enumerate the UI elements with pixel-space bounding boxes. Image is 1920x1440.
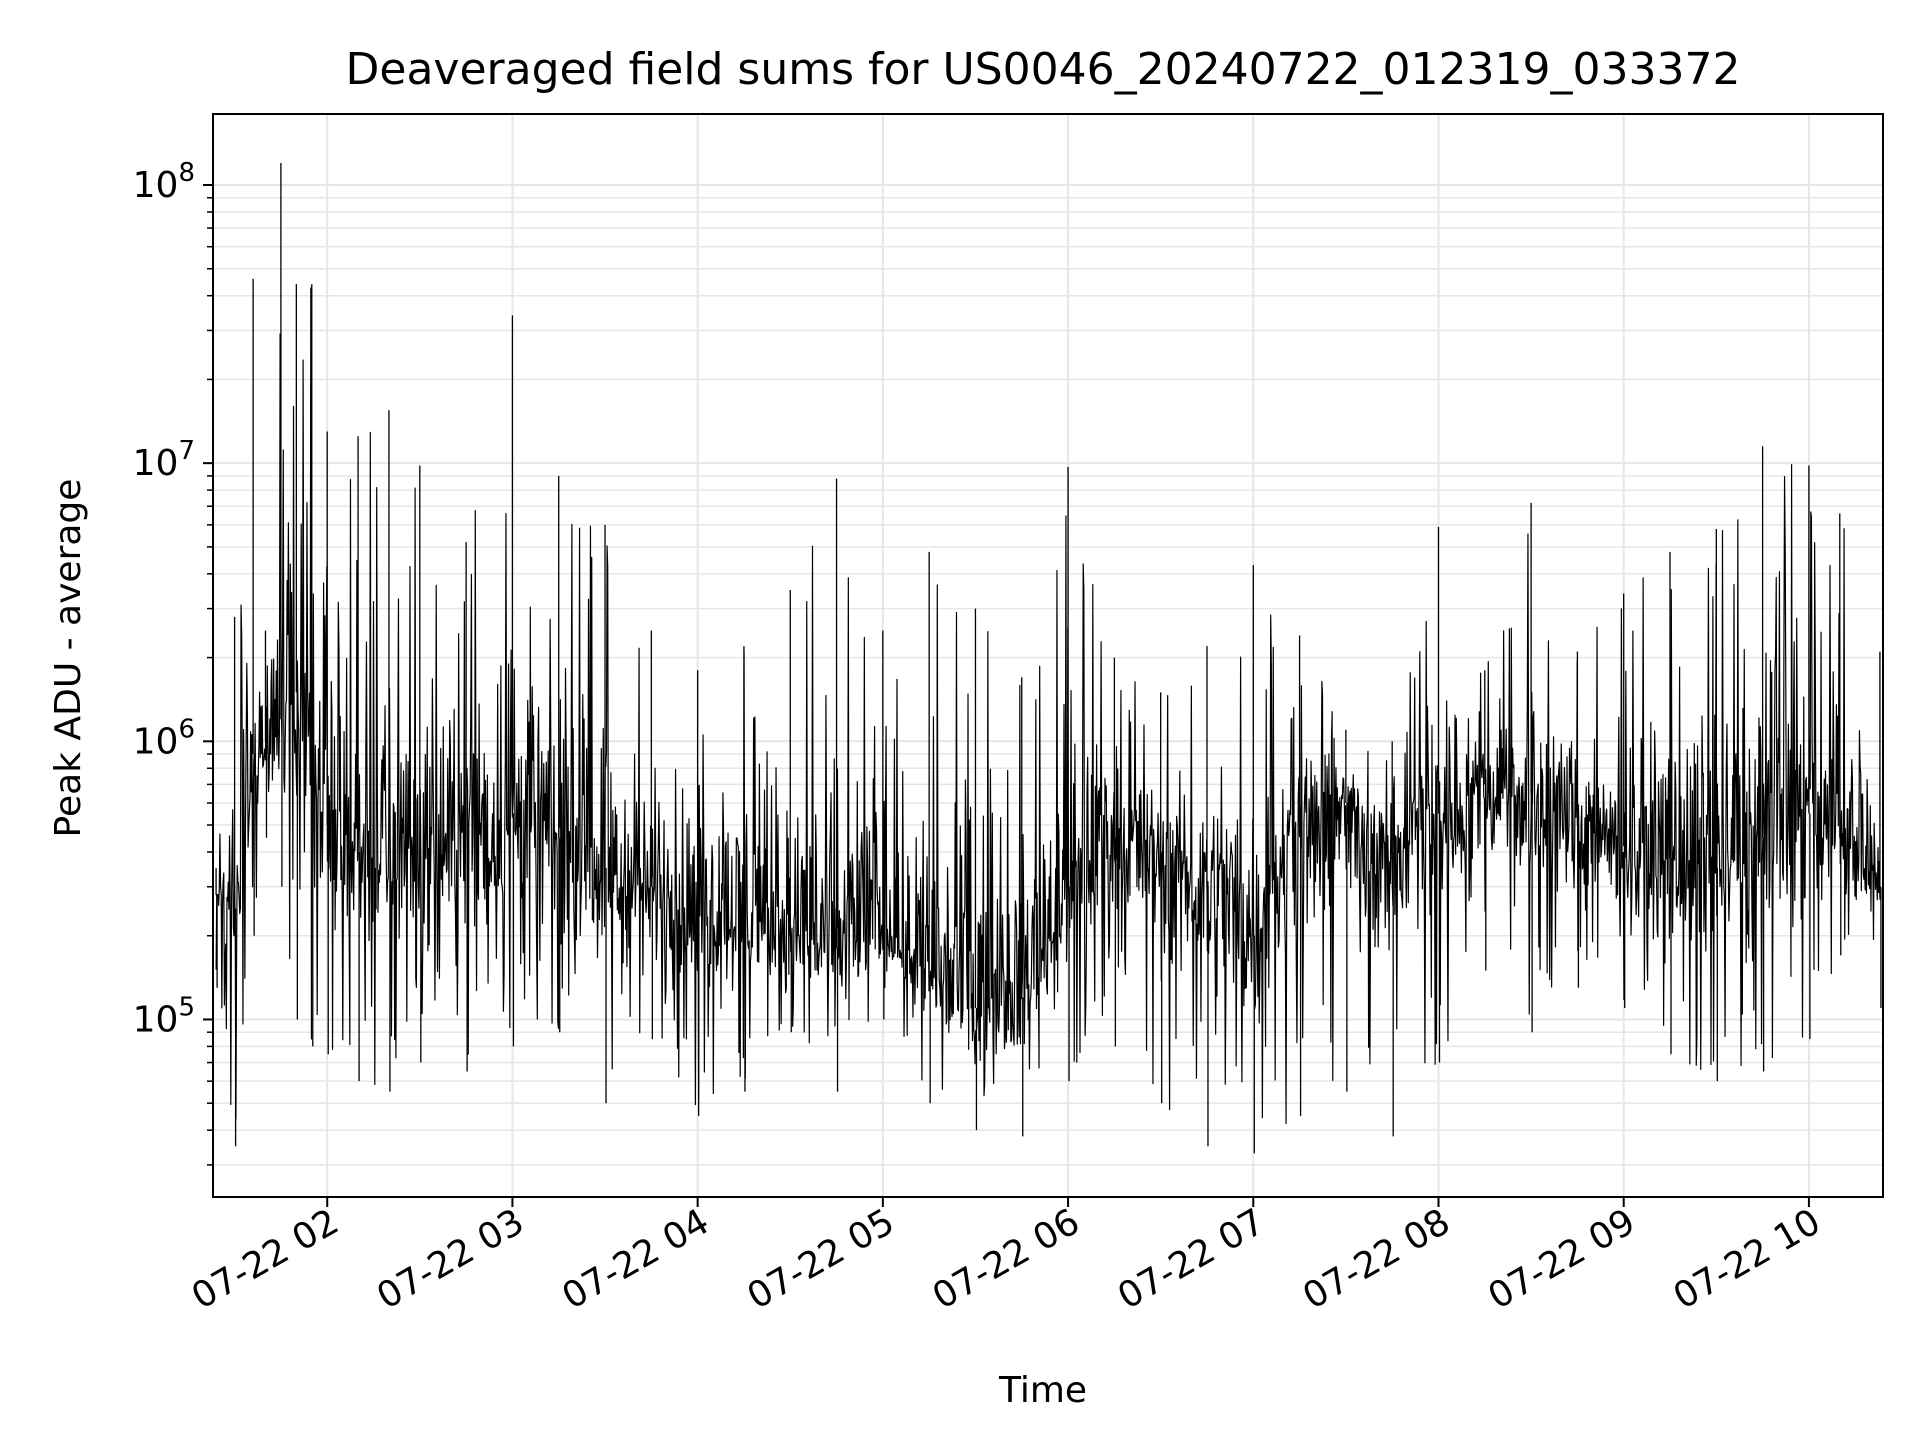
y-tick-label: 105 [133,992,195,1040]
y-tick-label: 107 [133,436,195,484]
x-tick-label: 07-22 08 [1296,1201,1457,1317]
plot-frame [212,113,1884,1198]
x-tick-label: 07-22 05 [741,1201,902,1317]
x-tick-label: 07-22 06 [926,1201,1087,1317]
y-axis-label: Peak ADU - average [48,479,89,838]
series-trace [215,287,1881,1124]
chart-title: Deaveraged field sums for US0046_2024072… [346,44,1741,95]
x-tick-label: 07-22 02 [185,1201,346,1317]
series-line [215,162,1882,1154]
x-tick-label: 07-22 10 [1667,1201,1828,1317]
y-tick-label: 108 [133,158,195,206]
x-tick-label: 07-22 09 [1482,1201,1643,1317]
x-tick-label: 07-22 04 [555,1201,716,1317]
x-tick-label: 07-22 03 [370,1201,531,1317]
y-tick-label: 106 [133,714,195,762]
x-tick-label: 07-22 07 [1111,1201,1272,1317]
grid [213,114,1883,1197]
x-axis-label: Time [998,1370,1087,1411]
